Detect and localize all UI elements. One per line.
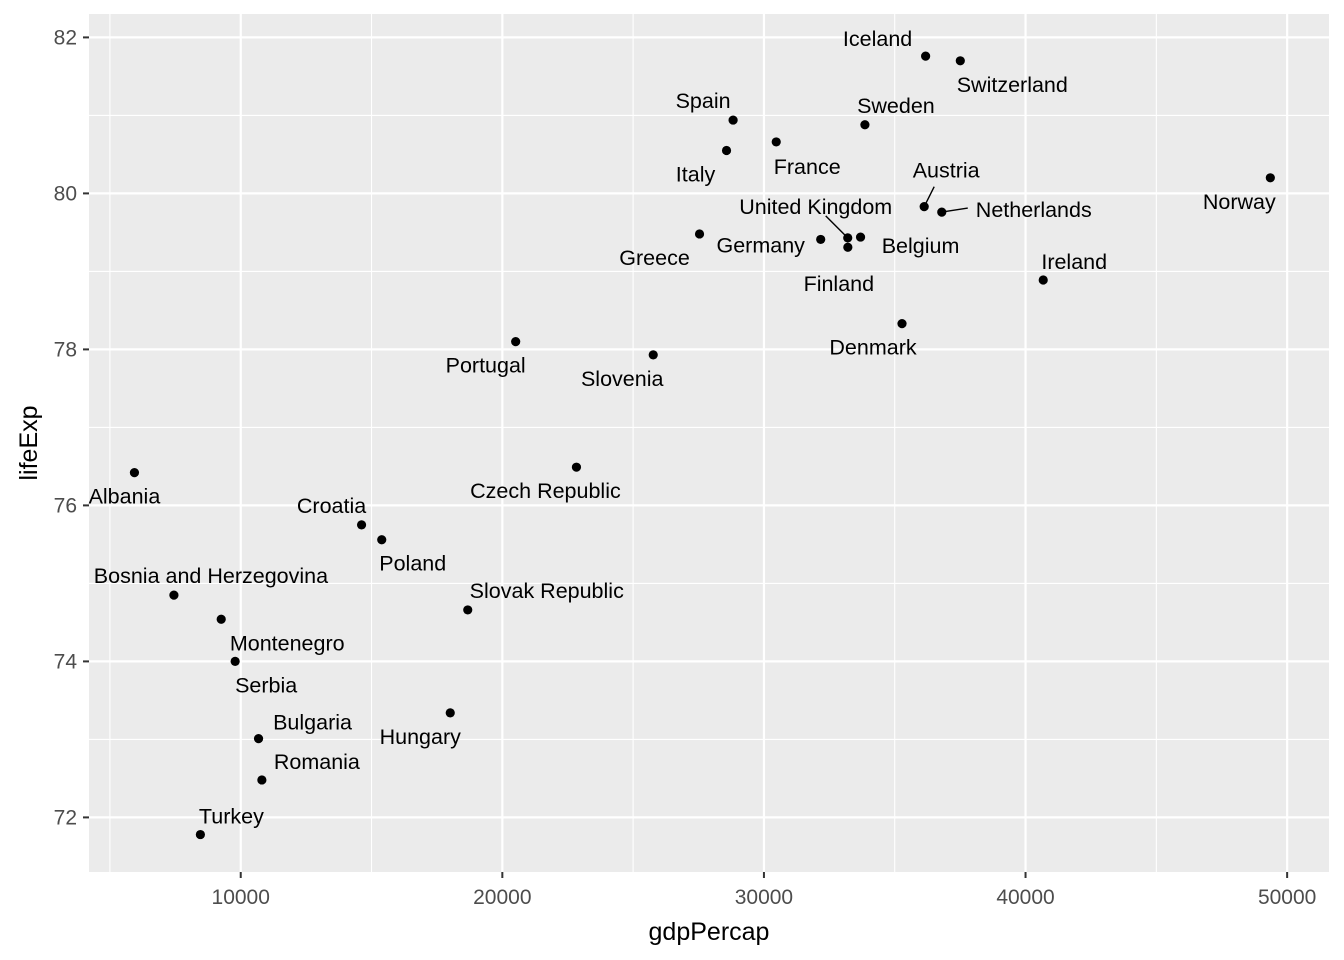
- point-switzerland: [955, 56, 965, 66]
- point-albania: [129, 468, 140, 478]
- point-slovak-republic: [463, 605, 473, 615]
- y-tick-label: 78: [54, 338, 77, 361]
- label-germany: Germany: [716, 233, 805, 257]
- label-albania: Albania: [89, 485, 161, 509]
- label-montenegro: Montenegro: [230, 631, 345, 655]
- point-italy: [721, 145, 732, 156]
- point-iceland: [921, 51, 931, 61]
- label-portugal: Portugal: [446, 354, 526, 378]
- plot-panel: [89, 14, 1329, 872]
- point-hungary: [445, 708, 455, 718]
- label-sweden: Sweden: [857, 94, 935, 118]
- label-france: France: [774, 155, 841, 179]
- y-tick-label: 82: [54, 26, 77, 49]
- label-united-kingdom: United Kingdom: [739, 195, 892, 219]
- point-united-kingdom: [843, 233, 853, 243]
- point-portugal: [511, 337, 521, 347]
- label-spain: Spain: [676, 89, 731, 113]
- x-axis-title: gdpPercap: [649, 918, 770, 946]
- point-romania: [257, 775, 267, 785]
- label-switzerland: Switzerland: [957, 73, 1068, 97]
- label-serbia: Serbia: [235, 673, 297, 697]
- label-slovenia: Slovenia: [581, 367, 664, 391]
- label-slovak-republic: Slovak Republic: [470, 579, 624, 603]
- y-axis-title: lifeExp: [15, 405, 43, 480]
- y-axis: 72 74 76 78 80 82: [54, 26, 89, 829]
- label-hungary: Hungary: [380, 725, 462, 749]
- point-labels: Iceland Switzerland Spain Sweden France Italy…: [89, 27, 1276, 828]
- point-slovenia: [648, 350, 658, 360]
- label-denmark: Denmark: [829, 336, 916, 360]
- leader-line-united-kingdom: [825, 215, 849, 239]
- label-finland: Finland: [804, 272, 875, 296]
- major-gridlines: [89, 14, 1329, 872]
- label-norway: Norway: [1203, 190, 1276, 214]
- y-tick-label: 76: [54, 494, 77, 517]
- point-montenegro: [216, 614, 226, 624]
- point-turkey: [195, 829, 205, 840]
- point-serbia: [230, 656, 240, 667]
- point-spain: [728, 115, 738, 125]
- point-germany: [816, 234, 826, 245]
- x-tick-label: 10000: [212, 886, 270, 909]
- label-greece: Greece: [619, 246, 690, 270]
- y-tick-label: 80: [54, 182, 77, 205]
- data-points: [129, 51, 1275, 840]
- label-bosnia-and-herzegovina: Bosnia and Herzegovina: [94, 564, 328, 588]
- x-tick-label: 30000: [735, 886, 793, 909]
- x-tick-label: 50000: [1258, 886, 1316, 909]
- point-norway: [1265, 173, 1275, 183]
- x-axis: 10000 20000 30000 40000 50000: [212, 872, 1316, 909]
- point-bosnia-and-herzegovina: [169, 590, 179, 600]
- label-croatia: Croatia: [297, 494, 366, 518]
- point-finland: [843, 242, 853, 252]
- point-austria: [919, 202, 929, 212]
- point-greece: [694, 229, 705, 239]
- point-poland: [377, 535, 387, 545]
- point-czech-republic: [571, 462, 582, 472]
- label-belgium: Belgium: [882, 234, 960, 258]
- y-tick-label: 74: [54, 650, 78, 673]
- point-croatia: [356, 520, 367, 530]
- point-netherlands: [937, 207, 947, 217]
- point-ireland: [1038, 275, 1048, 285]
- label-romania: Romania: [274, 750, 360, 774]
- label-italy: Italy: [676, 163, 716, 187]
- x-tick-label: 40000: [996, 886, 1054, 909]
- point-denmark: [897, 319, 907, 329]
- label-iceland: Iceland: [843, 27, 912, 51]
- label-bulgaria: Bulgaria: [273, 711, 352, 735]
- label-austria: Austria: [913, 159, 980, 183]
- label-poland: Poland: [379, 552, 446, 576]
- label-netherlands: Netherlands: [976, 198, 1092, 222]
- x-tick-label: 20000: [473, 886, 531, 909]
- point-bulgaria: [253, 734, 264, 744]
- y-tick-label: 72: [54, 806, 77, 829]
- label-czech-republic: Czech Republic: [470, 479, 621, 503]
- label-turkey: Turkey: [199, 805, 264, 829]
- point-belgium: [855, 232, 866, 242]
- point-sweden: [860, 120, 870, 130]
- label-ireland: Ireland: [1041, 250, 1107, 274]
- minor-gridlines: [89, 14, 1329, 872]
- point-france: [771, 137, 781, 147]
